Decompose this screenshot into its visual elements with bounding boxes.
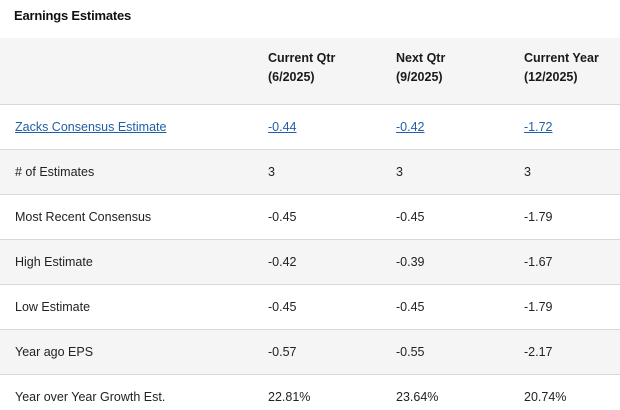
- table-row: Year ago EPS -0.57 -0.55 -2.17: [0, 329, 620, 375]
- row-label: High Estimate: [0, 239, 254, 285]
- cell-value: -1.79: [510, 194, 620, 240]
- cell-value: -1.67: [510, 239, 620, 285]
- zacks-consensus-estimate-link[interactable]: Zacks Consensus Estimate: [15, 119, 167, 134]
- header-metric: [0, 38, 254, 105]
- cell-value: -0.45: [382, 284, 510, 330]
- cell-value: -0.55: [382, 329, 510, 375]
- table-row: Low Estimate -0.45 -0.45 -1.79: [0, 284, 620, 330]
- cell-value: -0.45: [382, 194, 510, 240]
- table-row: # of Estimates 3 3 3: [0, 149, 620, 195]
- cell-value: 23.64%: [396, 389, 439, 404]
- row-label: Year over Year Growth Est.: [15, 389, 166, 404]
- table-row-zacks-consensus: Zacks Consensus Estimate -0.44 -0.42 -1.…: [0, 104, 620, 150]
- cell-value: 3: [510, 149, 620, 195]
- consensus-current-qtr-link[interactable]: -0.44: [268, 119, 297, 134]
- cell-value: -0.39: [382, 239, 510, 285]
- table-row: Most Recent Consensus -0.45 -0.45 -1.79: [0, 194, 620, 240]
- cell-value: 3: [382, 149, 510, 195]
- header-current-qtr: Current Qtr (6/2025): [254, 38, 382, 105]
- cell-value: -1.79: [510, 284, 620, 330]
- header-next-qtr: Next Qtr (9/2025): [382, 38, 510, 105]
- cell-value: 20.74%: [524, 389, 567, 404]
- cell-value: 3: [254, 149, 382, 195]
- header-current-year: Current Year (12/2025): [510, 38, 620, 105]
- consensus-next-qtr-link[interactable]: -0.42: [396, 119, 425, 134]
- cell-value: -0.45: [254, 194, 382, 240]
- earnings-estimates-table: Current Qtr (6/2025) Next Qtr (9/2025) C…: [0, 38, 620, 410]
- page-title: Earnings Estimates: [14, 8, 132, 23]
- table-row: Year over Year Growth Est. 22.81% 23.64%…: [0, 374, 620, 410]
- cell-value: -0.42: [254, 239, 382, 285]
- row-label: Most Recent Consensus: [0, 194, 254, 240]
- cell-value: -2.17: [510, 329, 620, 375]
- consensus-current-year-link[interactable]: -1.72: [524, 119, 553, 134]
- table-row: High Estimate -0.42 -0.39 -1.67: [0, 239, 620, 285]
- table-header-row: Current Qtr (6/2025) Next Qtr (9/2025) C…: [0, 38, 620, 105]
- row-label: Low Estimate: [0, 284, 254, 330]
- row-label: # of Estimates: [0, 149, 254, 195]
- row-label: Year ago EPS: [0, 329, 254, 375]
- cell-value: -0.57: [254, 329, 382, 375]
- cell-value: -0.45: [254, 284, 382, 330]
- cell-value: 22.81%: [268, 389, 311, 404]
